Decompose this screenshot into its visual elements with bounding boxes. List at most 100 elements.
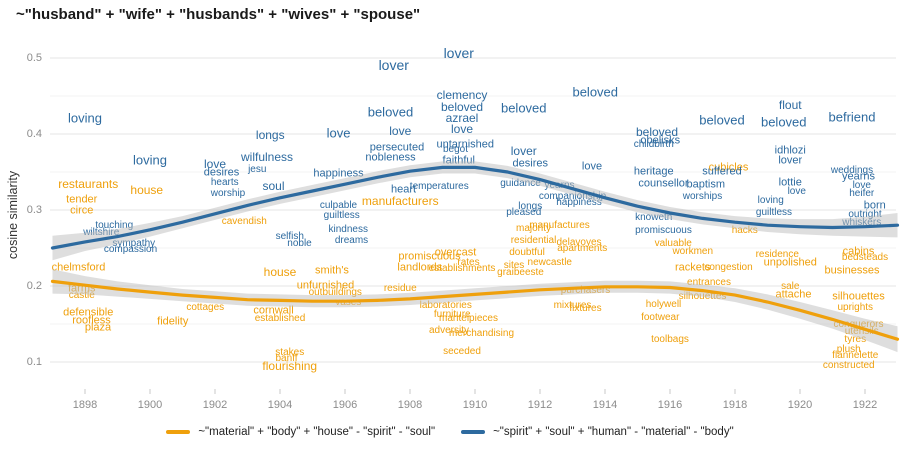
word-label: beloved — [699, 112, 745, 128]
word-label: beloved — [367, 104, 414, 120]
word-label: lover — [510, 143, 537, 158]
legend: ~"material" + "body" + "house" - "spirit… — [0, 426, 900, 438]
word-label: doubtful — [509, 247, 545, 259]
word-label: sale — [781, 280, 800, 292]
word-label: holywell — [645, 299, 682, 310]
word-label: loving — [757, 194, 784, 206]
word-label: footwear — [641, 311, 680, 323]
y-tick-label: 0.3 — [26, 204, 42, 216]
word-label: unpolished — [763, 256, 817, 269]
word-label: utensils — [844, 325, 879, 337]
x-tick-label: 1914 — [592, 399, 618, 411]
word-label: merchandising — [448, 327, 515, 339]
legend-label-spirit: ~"spirit" + "soul" + "human" - "material… — [493, 426, 734, 438]
chart-title: ~"husband" + "wife" + "husbands" + "wive… — [16, 6, 421, 23]
word-label: established — [254, 313, 306, 325]
word-label: yearns — [544, 179, 575, 191]
word-label: wiltshire — [83, 226, 120, 238]
word-label: unfurnished — [296, 279, 355, 292]
word-label: toolbags — [651, 333, 689, 345]
word-label: tyres — [844, 333, 867, 345]
word-label: yearns — [841, 170, 876, 183]
word-label: childbirth — [633, 139, 674, 151]
word-label: suffered — [702, 165, 742, 178]
word-label: mantelpieces — [439, 312, 498, 324]
word-label: jesu — [248, 163, 267, 175]
word-label: guiltless — [323, 210, 360, 222]
word-label: faithful — [442, 154, 475, 167]
word-label: selfish — [275, 231, 304, 243]
word-label: smith's — [315, 264, 349, 277]
word-label: love — [581, 160, 603, 173]
legend-item-spirit: ~"spirit" + "soul" + "human" - "material… — [461, 426, 734, 438]
word-label: whiskers — [842, 216, 882, 228]
word-label: temperatures — [409, 181, 469, 193]
word-label: love — [389, 123, 412, 138]
word-label: flout — [778, 98, 802, 113]
word-label: circe — [70, 204, 94, 217]
word-label: plaza — [84, 321, 112, 334]
x-tick-label: 1902 — [202, 399, 228, 411]
legend-item-material: ~"material" + "body" + "house" - "spirit… — [166, 426, 435, 438]
word-label: loving — [133, 152, 167, 168]
word-label: promiscuous — [635, 225, 692, 237]
word-label: house — [263, 265, 297, 280]
word-label: befriend — [828, 109, 876, 125]
x-tick-label: 1898 — [72, 399, 98, 411]
word-label: banff — [275, 352, 298, 364]
y-tick-label: 0.1 — [26, 356, 42, 368]
word-label: entrances — [687, 276, 731, 288]
word-label: attache — [775, 288, 812, 301]
word-label: happiness — [313, 167, 364, 180]
word-label: culpable — [319, 200, 358, 212]
word-label: lover — [443, 44, 474, 61]
word-label: heart — [390, 183, 417, 196]
word-label: roofless — [72, 314, 111, 327]
word-label: manufactures — [529, 219, 590, 231]
x-tick-label: 1912 — [527, 399, 553, 411]
word-label: farms — [68, 282, 96, 295]
word-label: born — [863, 199, 886, 212]
word-label: manufacturers — [361, 193, 439, 208]
word-label: constructed — [822, 359, 875, 371]
word-label: beloved — [440, 99, 484, 114]
word-label: untarnished — [436, 138, 495, 151]
y-tick-label: 0.4 — [26, 128, 42, 140]
word-label: clemency — [436, 88, 488, 103]
word-label: conquerors — [833, 318, 884, 330]
legend-label-material: ~"material" + "body" + "house" - "spirit… — [198, 426, 436, 438]
word-label: hearts — [210, 176, 239, 188]
word-label: newcastle — [527, 257, 572, 269]
x-tick-label: 1906 — [332, 399, 358, 411]
word-label: uprights — [837, 302, 874, 314]
word-label: pleased — [506, 207, 542, 219]
word-label: companionship — [538, 191, 607, 203]
word-label: beloved — [572, 84, 619, 100]
word-label: worships — [682, 191, 723, 203]
word-label: love — [203, 156, 227, 171]
x-tick-label: 1900 — [137, 399, 163, 411]
word-label: compassion — [103, 243, 158, 255]
y-tick-label: 0.5 — [26, 52, 42, 64]
word-label: longs — [255, 127, 285, 142]
y-tick-label: 0.2 — [26, 280, 42, 292]
x-tick-label: 1904 — [267, 399, 293, 411]
word-label: purchasers — [560, 285, 611, 297]
word-label: flourishing — [262, 358, 318, 373]
word-label: nobleness — [365, 151, 416, 164]
word-label: castle — [68, 289, 95, 301]
word-label: residue — [383, 283, 417, 295]
word-label: outright — [848, 209, 882, 221]
word-label: loving — [68, 110, 102, 126]
word-label: seceded — [443, 346, 481, 358]
word-label: valuable — [654, 238, 692, 250]
word-label: plush — [836, 343, 861, 355]
word-label: flannelette — [832, 349, 879, 361]
word-label: guidance — [500, 178, 541, 190]
word-label: wilfulness — [240, 149, 294, 164]
word-label: silhouettes — [832, 290, 885, 303]
word-label: outbuildings — [308, 286, 362, 298]
